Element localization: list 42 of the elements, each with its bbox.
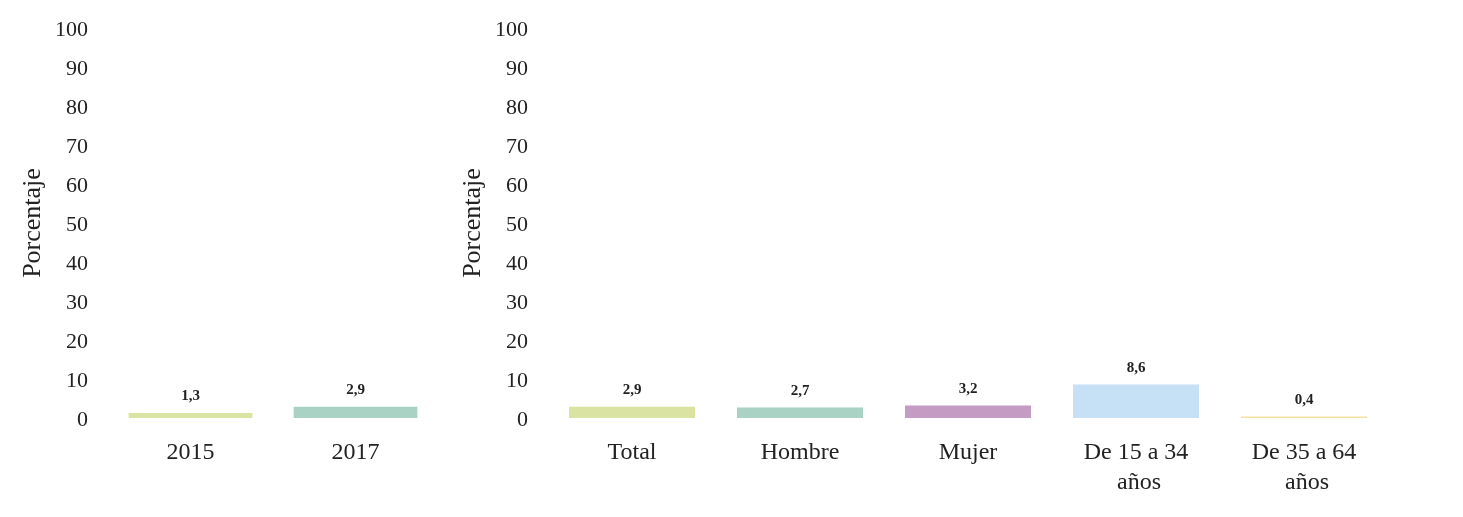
y-tick-label: 30: [506, 288, 528, 314]
y-tick-label: 70: [66, 132, 88, 158]
y-tick-label: 40: [66, 249, 88, 275]
data-label: 3,2: [958, 380, 978, 397]
y-tick-label: 10: [506, 366, 528, 392]
y-tick-label: 90: [66, 54, 88, 80]
x-tick-label: 2015: [166, 438, 215, 464]
y-tick-label: 100: [495, 15, 528, 41]
y-tick-label: 0: [517, 405, 528, 431]
y-tick-label: 20: [506, 327, 528, 353]
data-label: 1,3: [181, 387, 200, 404]
bar: [1073, 384, 1199, 418]
y-tick-label: 50: [506, 210, 528, 236]
data-label: 8,6: [1126, 358, 1146, 375]
y-tick-label: 50: [66, 210, 88, 236]
data-label: 0,4: [1294, 390, 1314, 407]
y-tick-label: 30: [66, 288, 88, 314]
x-tick-label: Hombre: [760, 438, 840, 464]
y-tick-label: 20: [66, 327, 88, 353]
data-label: 2,9: [622, 381, 642, 398]
x-tick-label: De 15 a 34 años: [1083, 438, 1189, 494]
y-axis-title: Porcentaje: [456, 168, 486, 278]
x-tick-label: Total: [607, 438, 657, 464]
x-tick-label: De 35 a 64 años: [1251, 438, 1357, 494]
bar: [905, 405, 1031, 418]
data-label: 2,7: [790, 381, 810, 398]
y-tick-label: 90: [506, 54, 528, 80]
y-tick-label: 80: [66, 93, 88, 119]
y-tick-label: 70: [506, 132, 528, 158]
bar: [737, 407, 863, 418]
y-tick-label: 0: [77, 405, 88, 431]
y-tick-label: 80: [506, 93, 528, 119]
y-tick-label: 100: [55, 15, 88, 41]
y-tick-label: 60: [66, 171, 88, 197]
x-tick-label: Mujer: [938, 438, 998, 464]
data-label: 2,9: [346, 381, 365, 398]
y-tick-label: 10: [66, 366, 88, 392]
y-axis-title: Porcentaje: [16, 168, 46, 278]
y-tick-label: 60: [506, 171, 528, 197]
bar: [569, 406, 695, 418]
y-tick-label: 40: [506, 249, 528, 275]
x-tick-label: 2017: [331, 438, 380, 464]
